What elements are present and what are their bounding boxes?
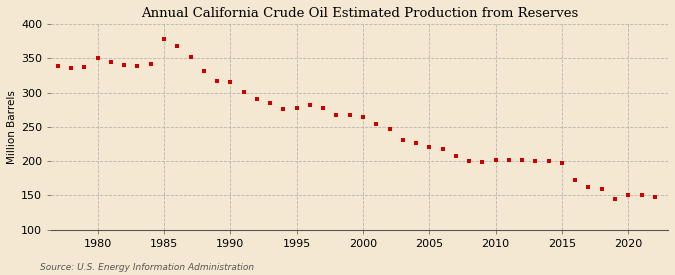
Point <box>636 193 647 198</box>
Point <box>238 90 249 94</box>
Point <box>105 59 116 64</box>
Point <box>410 141 421 145</box>
Title: Annual California Crude Oil Estimated Production from Reserves: Annual California Crude Oil Estimated Pr… <box>141 7 578 20</box>
Point <box>649 195 660 199</box>
Point <box>543 159 554 163</box>
Point <box>172 44 183 48</box>
Point <box>557 161 568 165</box>
Point <box>530 159 541 163</box>
Point <box>198 68 209 73</box>
Point <box>92 56 103 60</box>
Point <box>596 186 607 191</box>
Point <box>490 158 501 162</box>
Point <box>225 79 236 84</box>
Point <box>212 79 223 83</box>
Point <box>437 147 448 151</box>
Point <box>570 178 580 183</box>
Point <box>424 145 435 149</box>
Point <box>450 154 461 159</box>
Point <box>371 122 381 126</box>
Point <box>159 37 169 41</box>
Point <box>265 101 275 106</box>
Point <box>79 65 90 69</box>
Y-axis label: Million Barrels: Million Barrels <box>7 90 17 164</box>
Point <box>384 127 395 131</box>
Point <box>318 105 329 110</box>
Point <box>610 197 620 201</box>
Point <box>583 185 594 189</box>
Point <box>398 138 408 142</box>
Point <box>119 63 130 67</box>
Point <box>344 113 355 117</box>
Point <box>358 114 369 119</box>
Point <box>623 192 634 197</box>
Point <box>278 107 289 111</box>
Point <box>53 64 63 69</box>
Point <box>185 55 196 59</box>
Point <box>477 160 488 164</box>
Point <box>331 113 342 117</box>
Point <box>252 97 263 101</box>
Point <box>504 158 514 163</box>
Point <box>304 103 315 107</box>
Point <box>464 159 475 163</box>
Text: Source: U.S. Energy Information Administration: Source: U.S. Energy Information Administ… <box>40 263 254 272</box>
Point <box>145 62 156 66</box>
Point <box>517 158 528 163</box>
Point <box>65 66 76 71</box>
Point <box>291 106 302 111</box>
Point <box>132 64 143 69</box>
